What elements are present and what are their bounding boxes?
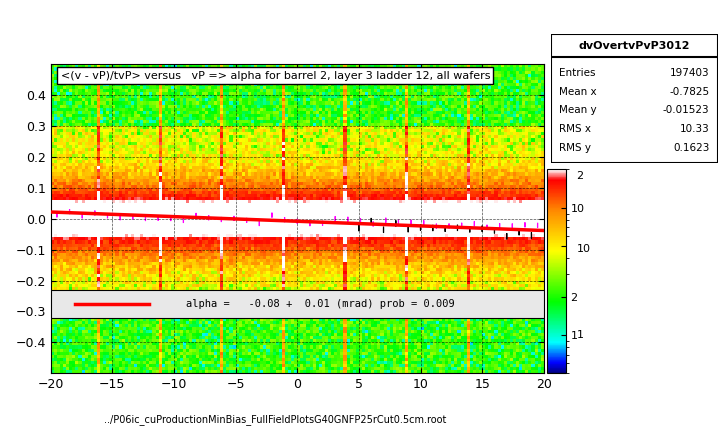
Text: ../P06ic_cuProductionMinBias_FullFieldPlotsG40GNFP25rCut0.5cm.root: ../P06ic_cuProductionMinBias_FullFieldPl… — [104, 414, 447, 425]
Text: Entries: Entries — [560, 68, 596, 78]
Bar — [551, 34, 718, 57]
Text: alpha =   -0.08 +  0.01 (mrad) prob = 0.009: alpha = -0.08 + 0.01 (mrad) prob = 0.009 — [186, 299, 455, 309]
Text: -0.01523: -0.01523 — [663, 105, 709, 115]
Text: 10.33: 10.33 — [679, 124, 709, 134]
Text: 1: 1 — [576, 329, 584, 340]
Text: 10: 10 — [576, 244, 590, 254]
Text: Mean y: Mean y — [560, 105, 597, 115]
Text: RMS y: RMS y — [560, 142, 592, 153]
Bar — [51, 290, 544, 317]
Text: Mean x: Mean x — [560, 87, 597, 97]
Text: dvOvertvPvP3012: dvOvertvPvP3012 — [579, 41, 690, 51]
Text: RMS x: RMS x — [560, 124, 592, 134]
Text: -0.7825: -0.7825 — [669, 87, 709, 97]
Text: <(v - vP)/tvP> versus   vP => alpha for barrel 2, layer 3 ladder 12, all wafers: <(v - vP)/tvP> versus vP => alpha for ba… — [61, 70, 490, 81]
Text: 197403: 197403 — [670, 68, 709, 78]
Text: 0.1623: 0.1623 — [673, 142, 709, 153]
Text: 2: 2 — [576, 171, 584, 181]
